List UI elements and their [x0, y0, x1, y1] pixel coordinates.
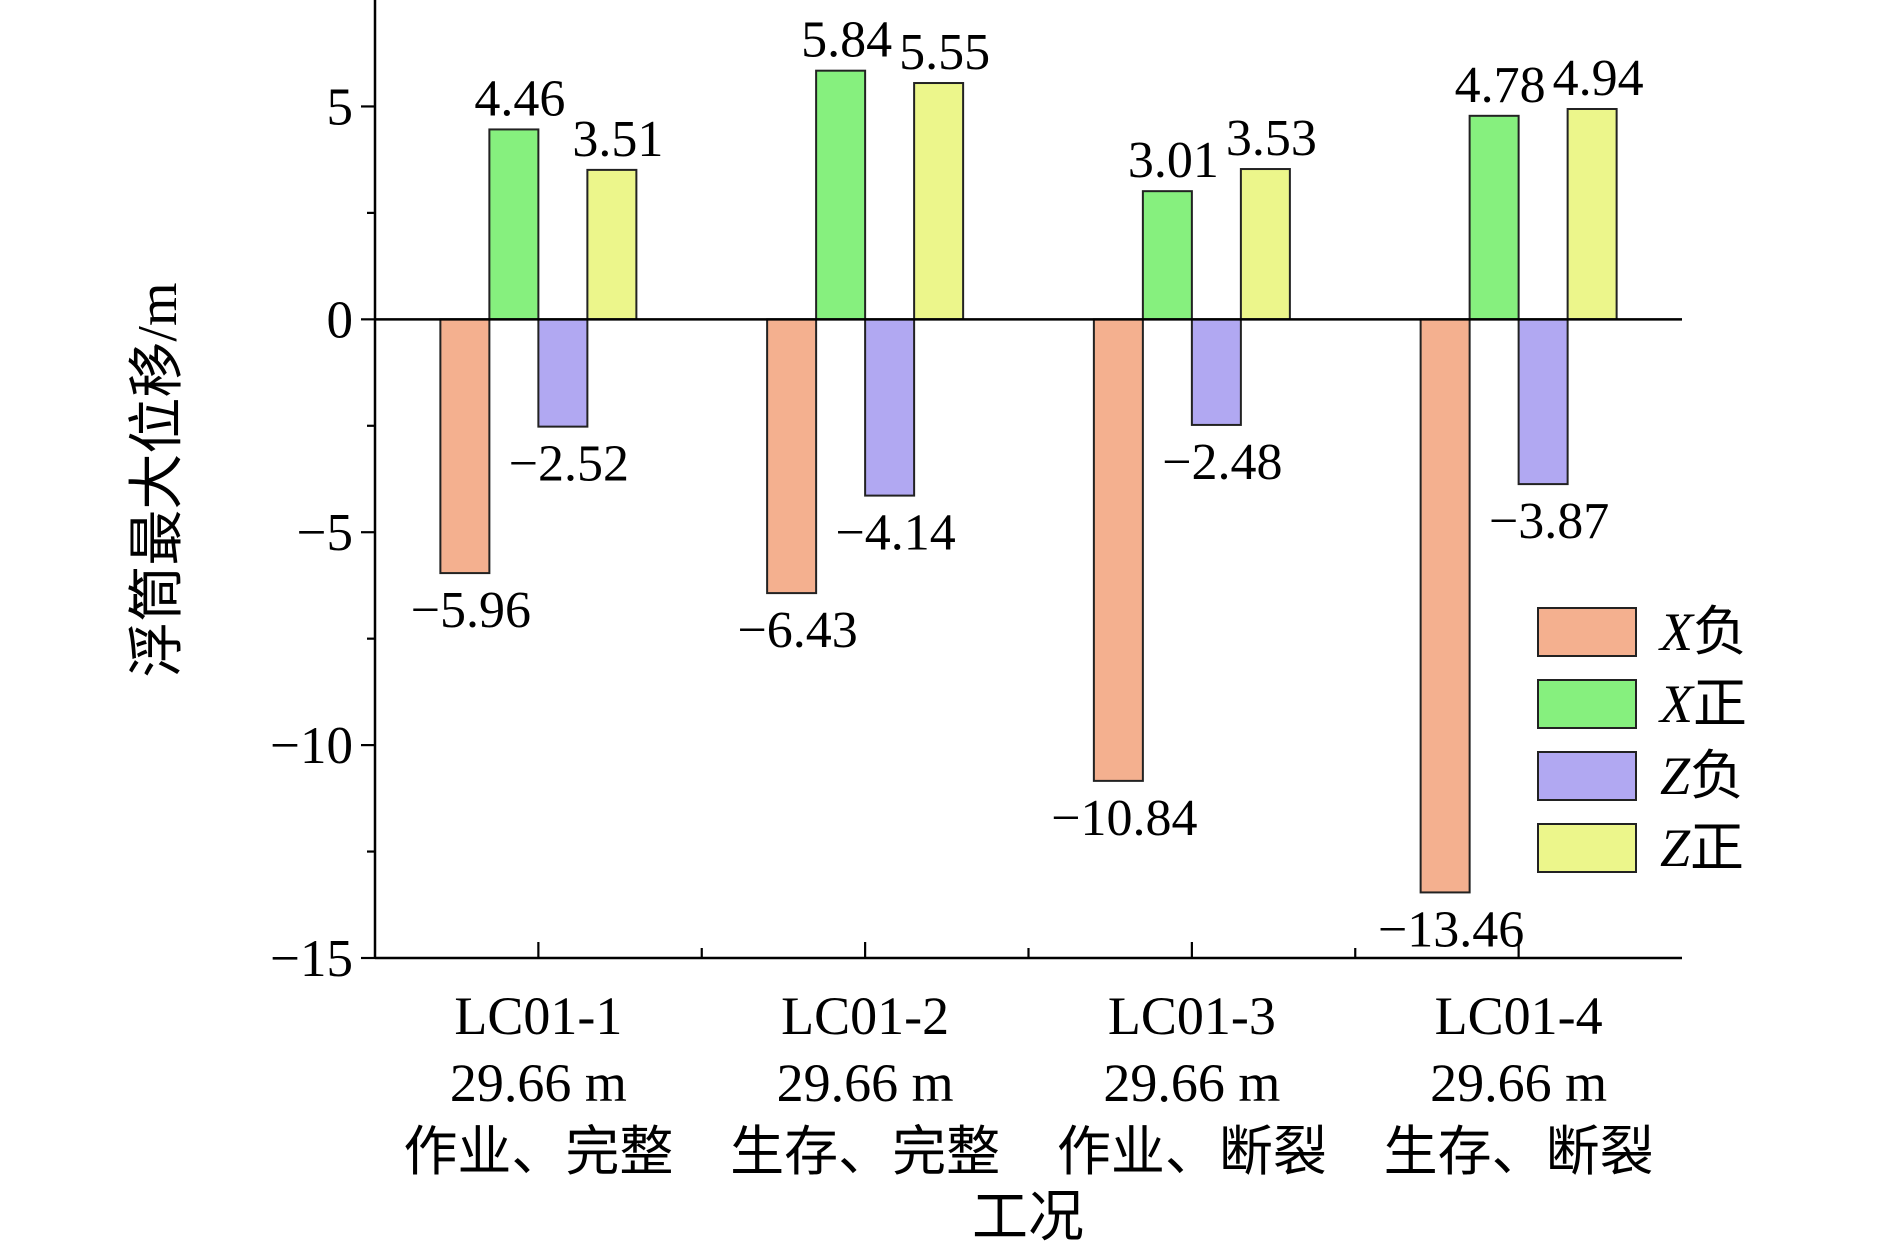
value-label-x-neg-LC01-3: −10.84 [1051, 790, 1197, 847]
bar-z-pos-LC01-2 [913, 82, 965, 321]
bar-x-neg-LC01-2 [766, 318, 818, 595]
legend-label-x-neg: X负 [1658, 602, 1747, 662]
y-tick-label: −10 [270, 717, 353, 775]
legend-direction: 正 [1690, 818, 1744, 878]
legend-variable: X [1658, 674, 1695, 734]
bar-z-pos-LC01-4 [1566, 107, 1618, 321]
bar-z-neg-LC01-2 [864, 318, 916, 497]
value-label-x-pos-LC01-1: 4.46 [474, 70, 565, 127]
category-label-condition: 作业、完整 [403, 1122, 673, 1182]
value-label-z-neg-LC01-1: −2.52 [509, 436, 629, 493]
category-label-depth: 29.66 m [1430, 1053, 1607, 1113]
legend-label-z-pos: Z正 [1660, 818, 1744, 878]
category-label-condition: 作业、断裂 [1057, 1122, 1327, 1182]
legend-swatch-z-pos [1537, 823, 1637, 873]
value-label-z-neg-LC01-4: −3.87 [1489, 493, 1609, 550]
legend-variable: Z [1660, 746, 1691, 806]
bar-x-pos-LC01-2 [815, 69, 867, 321]
legend-label-x-pos: X正 [1658, 674, 1747, 734]
value-label-z-neg-LC01-3: −2.48 [1162, 434, 1282, 491]
legend-direction: 负 [1693, 602, 1747, 662]
legend-direction: 正 [1693, 674, 1747, 734]
bar-z-pos-LC01-3 [1239, 168, 1291, 321]
legend-swatch-z-neg [1537, 751, 1637, 801]
category-label-condition: 生存、断裂 [1384, 1122, 1654, 1182]
bar-x-neg-LC01-1 [439, 318, 491, 575]
legend-direction: 负 [1690, 746, 1744, 806]
x-ticks-group [537, 942, 1520, 958]
value-label-x-neg-LC01-1: −5.96 [411, 582, 531, 639]
value-label-z-pos-LC01-1: 3.51 [572, 111, 663, 168]
category-labels-group: LC01-1 29.66 m 作业、完整 LC01-2 29.66 m 生存、完整 LC01… [403, 986, 1653, 1182]
legend-variable: Z [1660, 818, 1691, 878]
bar-z-neg-LC01-1 [537, 318, 589, 428]
legend-swatch-x-neg [1537, 607, 1637, 657]
value-label-z-pos-LC01-3: 3.53 [1226, 110, 1317, 167]
bar-z-neg-LC01-4 [1517, 318, 1569, 486]
bar-x-pos-LC01-1 [488, 128, 540, 321]
value-label-z-neg-LC01-2: −4.14 [835, 505, 955, 562]
category-label-depth: 29.66 m [450, 1053, 627, 1113]
legend-variable: X [1658, 602, 1695, 662]
bar-z-pos-LC01-1 [586, 168, 638, 321]
x-axis-title: 工况 [972, 1187, 1084, 1249]
y-ticks-group: 5 0 −5 −10 −15 [270, 78, 375, 988]
value-label-x-neg-LC01-4: −13.46 [1378, 901, 1524, 958]
category-label-id: LC01-2 [781, 986, 949, 1046]
legend-swatch-x-pos [1537, 679, 1637, 729]
bar-z-neg-LC01-3 [1190, 318, 1242, 426]
value-labels-group: −5.96 −6.43 −10.84 −13.46 4.46 5.84 3.01 4.78 −2… [411, 12, 1644, 959]
category-label-id: LC01-4 [1435, 986, 1603, 1046]
value-label-x-pos-LC01-4: 4.78 [1455, 57, 1546, 114]
category-label-id: LC01-1 [454, 986, 622, 1046]
y-tick-label: −5 [297, 504, 353, 562]
category-label-id: LC01-3 [1108, 986, 1276, 1046]
y-tick-label: 5 [327, 78, 354, 136]
category-label-depth: 29.66 m [1103, 1053, 1280, 1113]
category-label-depth: 29.66 m [777, 1053, 954, 1113]
value-label-x-pos-LC01-3: 3.01 [1128, 132, 1219, 189]
y-tick-label: −15 [270, 930, 353, 988]
bar-x-pos-LC01-3 [1141, 190, 1193, 321]
value-label-z-pos-LC01-2: 5.55 [899, 24, 990, 81]
bar-x-neg-LC01-3 [1092, 318, 1144, 782]
value-label-z-pos-LC01-4: 4.94 [1553, 50, 1644, 107]
value-label-x-pos-LC01-2: 5.84 [801, 12, 892, 69]
value-label-x-neg-LC01-2: −6.43 [737, 602, 857, 659]
bar-x-pos-LC01-4 [1468, 114, 1520, 321]
bar-x-neg-LC01-4 [1419, 318, 1471, 894]
legend-label-z-neg: Z负 [1660, 746, 1744, 806]
category-label-condition: 生存、完整 [730, 1122, 1000, 1182]
y-axis-title: 浮筒最大位移/m [127, 282, 189, 677]
y-tick-label: 0 [327, 291, 354, 349]
